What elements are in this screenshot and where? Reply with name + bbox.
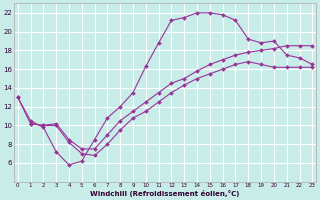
- X-axis label: Windchill (Refroidissement éolien,°C): Windchill (Refroidissement éolien,°C): [90, 190, 240, 197]
